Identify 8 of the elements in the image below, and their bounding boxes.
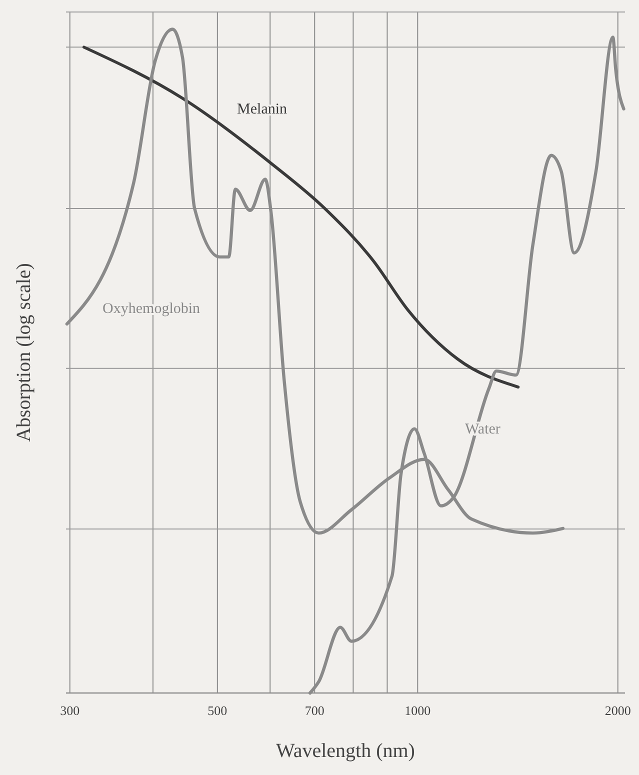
x-tick-label: 500 (208, 703, 228, 718)
x-tick-label: 1000 (404, 703, 431, 718)
x-tick-label: 700 (304, 703, 324, 718)
x-tick-label: 300 (60, 703, 80, 718)
x-tick-label: 2000 (604, 703, 631, 718)
x-axis-title: Wavelength (nm) (276, 740, 415, 762)
y-axis-title: Absorption (log scale) (13, 263, 35, 442)
series-label: Melanin (237, 101, 288, 118)
